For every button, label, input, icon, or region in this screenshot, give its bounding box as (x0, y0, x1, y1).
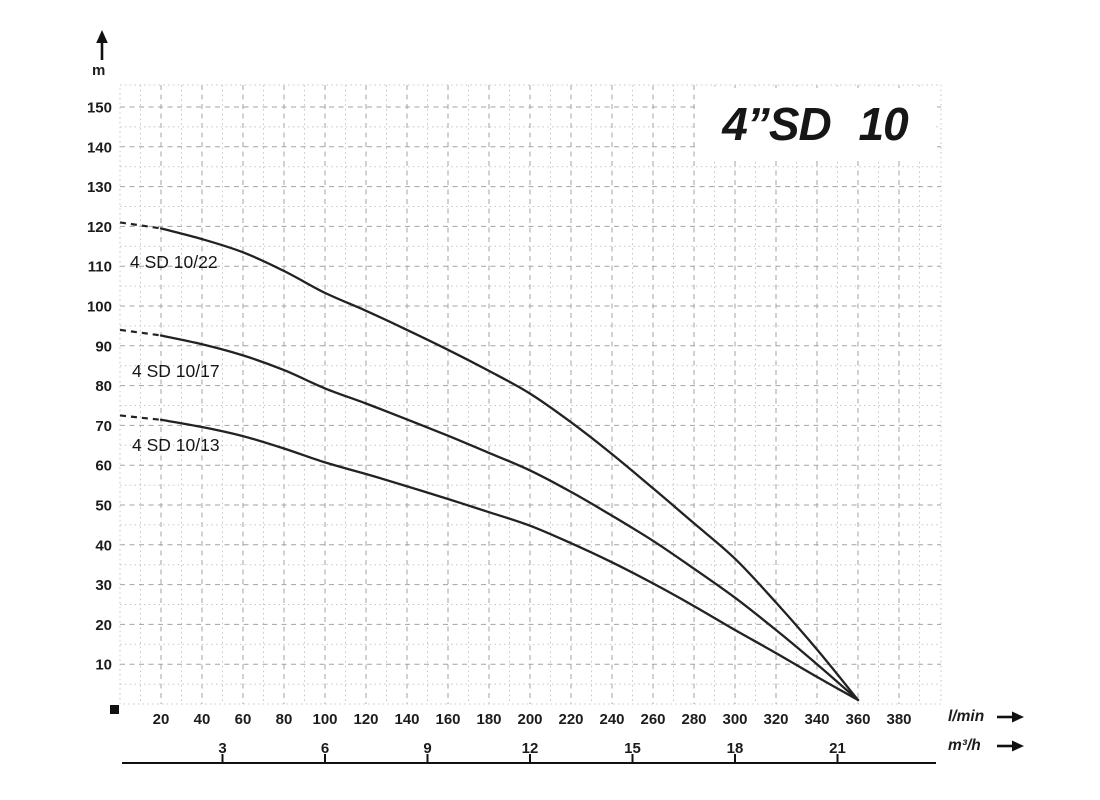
x-axis-arrow-m3h-icon (997, 740, 1024, 752)
x-tick-label-lmin: 240 (599, 711, 624, 728)
y-tick-label: 100 (87, 299, 112, 316)
y-axis-unit-label: m (92, 62, 106, 79)
chart-title: 4”SD 10 (696, 88, 934, 160)
x-axis-unit-lmin-label: l/min (948, 708, 985, 725)
x-tick-label-m3h: 6 (321, 740, 329, 757)
x-tick-label-lmin: 20 (153, 711, 170, 728)
y-tick-label: 120 (87, 219, 112, 236)
x-tick-label-m3h: 21 (829, 740, 846, 757)
x-tick-label-lmin: 380 (886, 711, 911, 728)
x-tick-label-m3h: 9 (423, 740, 431, 757)
x-axis-arrow-lmin-icon (997, 711, 1024, 723)
y-tick-label: 40 (95, 537, 112, 554)
x-tick-label-lmin: 60 (235, 711, 252, 728)
x-axis-unit-m3h-label: m³/h (948, 737, 981, 754)
pump-curve-4-sd-10-17-dashed-start (119, 328, 162, 337)
x-tick-label-m3h: 3 (218, 740, 226, 757)
pump-curve-4-sd-10-22-dashed-start (119, 221, 162, 230)
y-tick-label: 80 (95, 378, 112, 395)
x-tick-label-lmin: 200 (517, 711, 542, 728)
y-tick-label: 20 (95, 617, 112, 634)
curve-label-4sd10-22: 4 SD 10/22 (130, 252, 218, 272)
x-tick-label-lmin: 220 (558, 711, 583, 728)
origin-marker (110, 705, 119, 714)
y-tick-label: 50 (95, 498, 112, 515)
x-tick-label-lmin: 180 (476, 711, 501, 728)
x-tick-label-m3h: 12 (522, 740, 539, 757)
x-tick-label-lmin: 360 (845, 711, 870, 728)
x-tick-label-lmin: 280 (681, 711, 706, 728)
x-tick-label-m3h: 18 (727, 740, 744, 757)
y-tick-label: 70 (95, 418, 112, 435)
pump-curve-4-sd-10-13-dashed-start (119, 414, 162, 421)
pump-curve-4-sd-10-22 (159, 227, 860, 702)
x-tick-label-m3h: 15 (624, 740, 641, 757)
y-tick-label: 110 (88, 259, 112, 276)
x-tick-label-lmin: 160 (435, 711, 460, 728)
x-tick-label-lmin: 40 (194, 711, 211, 728)
y-tick-label: 30 (95, 577, 112, 594)
x-tick-label-lmin: 100 (312, 711, 337, 728)
y-axis-arrow-icon (96, 30, 108, 60)
y-tick-label: 130 (87, 179, 112, 196)
y-tick-label: 10 (95, 657, 112, 674)
pump-curve-4-sd-10-17 (159, 334, 860, 702)
curve-label-4sd10-13: 4 SD 10/13 (132, 435, 220, 455)
x-tick-label-lmin: 120 (353, 711, 378, 728)
y-tick-label: 150 (87, 100, 112, 117)
y-tick-label: 90 (95, 338, 112, 355)
curve-label-4sd10-17: 4 SD 10/17 (132, 361, 220, 381)
pump-curve-4-sd-10-13 (159, 418, 860, 702)
y-tick-label: 60 (95, 458, 112, 475)
x-tick-label-lmin: 320 (763, 711, 788, 728)
x-tick-label-lmin: 340 (804, 711, 829, 728)
x-tick-label-lmin: 260 (640, 711, 665, 728)
x-tick-label-lmin: 80 (276, 711, 293, 728)
y-tick-label: 140 (87, 139, 112, 156)
x-tick-label-lmin: 300 (722, 711, 747, 728)
x-tick-label-lmin: 140 (394, 711, 419, 728)
